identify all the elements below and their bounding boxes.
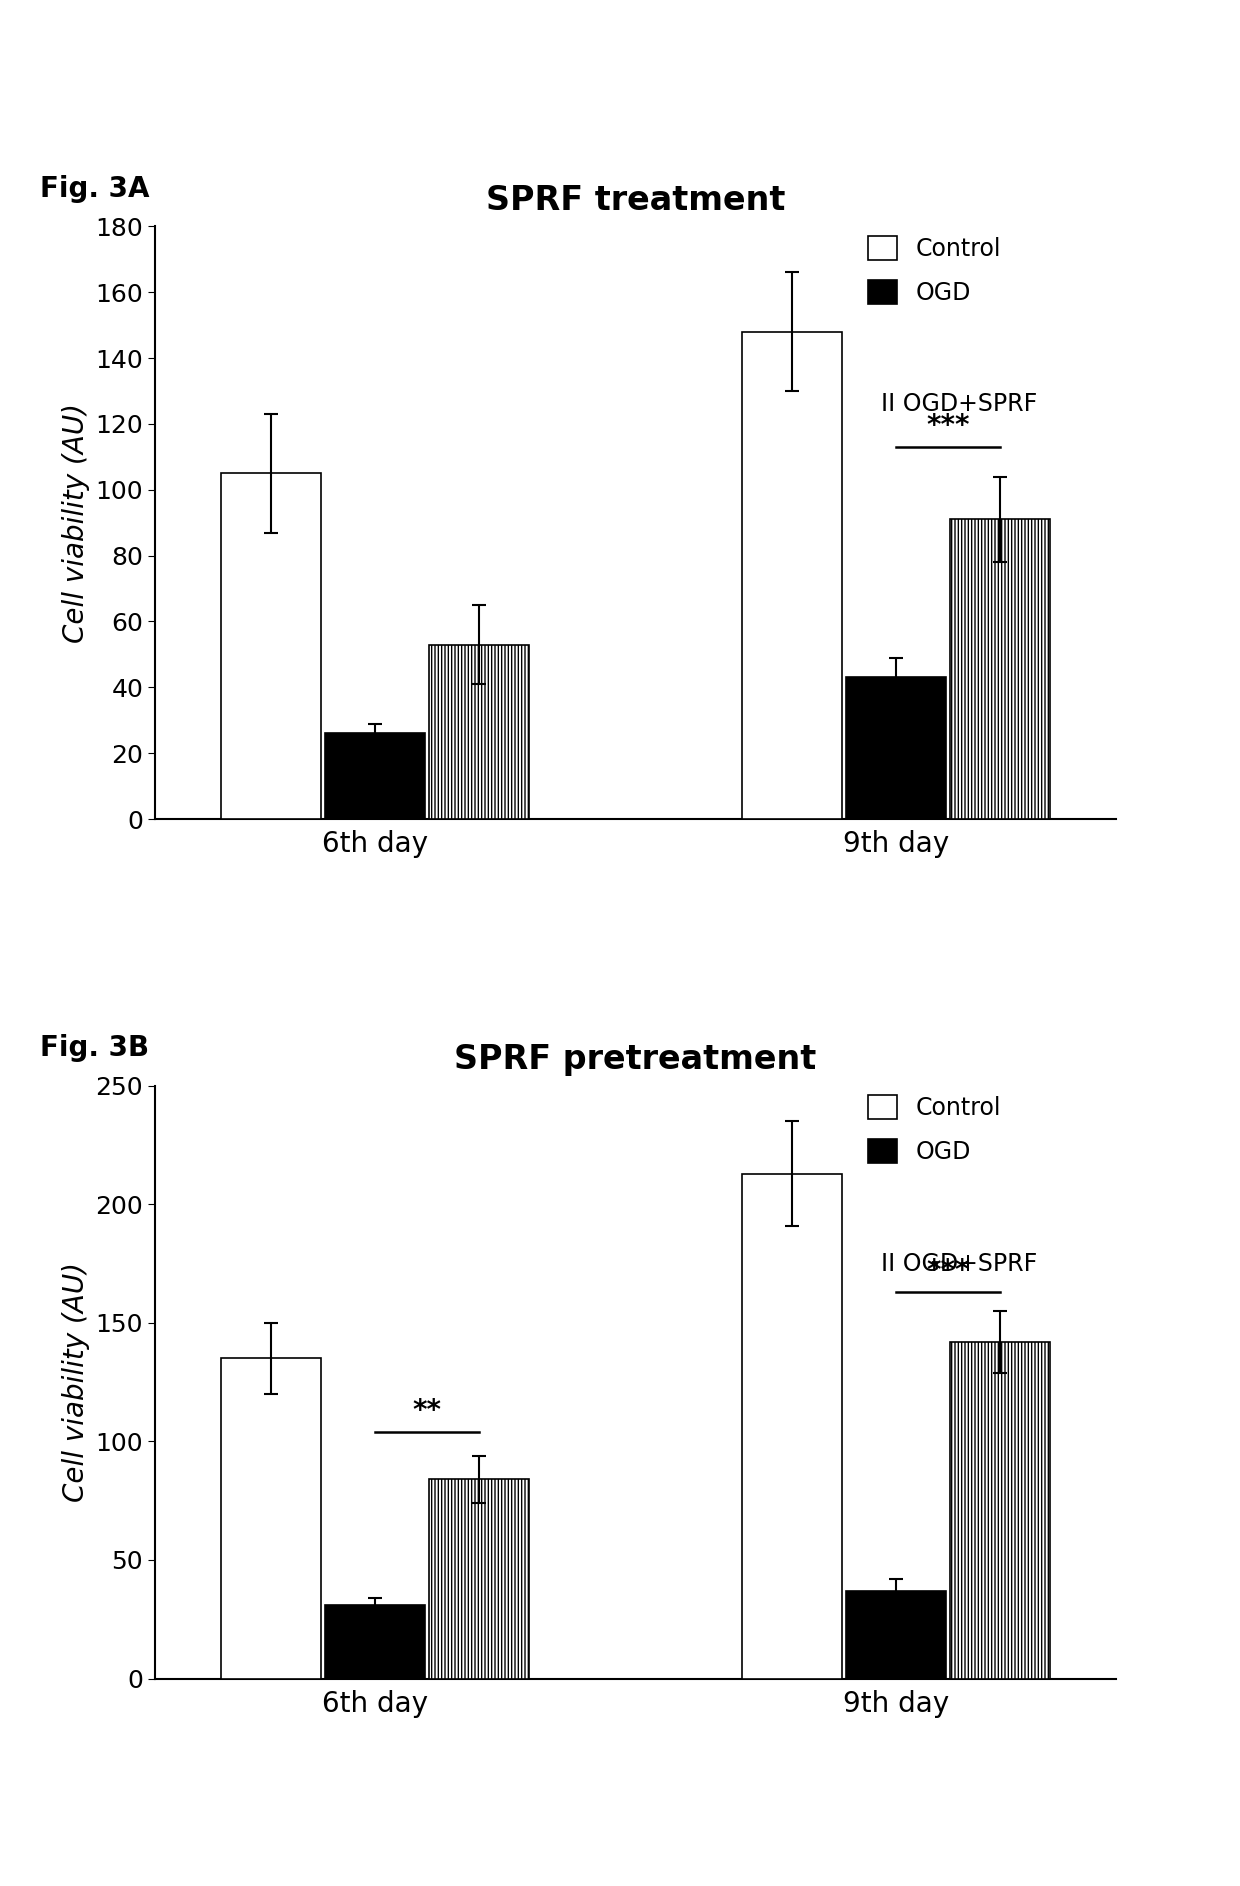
Legend: Control, OGD: Control, OGD [859, 226, 1011, 315]
Bar [742, 332, 842, 819]
Bar [950, 1341, 1050, 1679]
Bar [950, 519, 1050, 819]
Y-axis label: Cell viability (AU): Cell viability (AU) [62, 1262, 89, 1501]
Bar [846, 1590, 946, 1679]
Text: ***: *** [926, 413, 970, 439]
Legend: Control, OGD: Control, OGD [859, 1086, 1011, 1173]
Bar [429, 645, 529, 819]
Bar [221, 473, 321, 819]
Y-axis label: Cell viability (AU): Cell viability (AU) [62, 404, 89, 643]
Bar [429, 1479, 529, 1679]
Text: II OGD+SPRF: II OGD+SPRF [880, 392, 1037, 417]
Bar [221, 1358, 321, 1679]
Bar [846, 677, 946, 819]
Bar [325, 734, 425, 819]
Text: **: ** [413, 1398, 441, 1424]
Text: ***: *** [926, 1256, 970, 1284]
Text: II OGD+SPRF: II OGD+SPRF [880, 1252, 1037, 1275]
Text: Fig. 3B: Fig. 3B [40, 1034, 149, 1062]
Title: SPRF pretreatment: SPRF pretreatment [454, 1043, 817, 1077]
Bar [325, 1605, 425, 1679]
Bar [742, 1173, 842, 1679]
Text: Fig. 3A: Fig. 3A [40, 175, 149, 202]
Title: SPRF treatment: SPRF treatment [486, 183, 785, 217]
